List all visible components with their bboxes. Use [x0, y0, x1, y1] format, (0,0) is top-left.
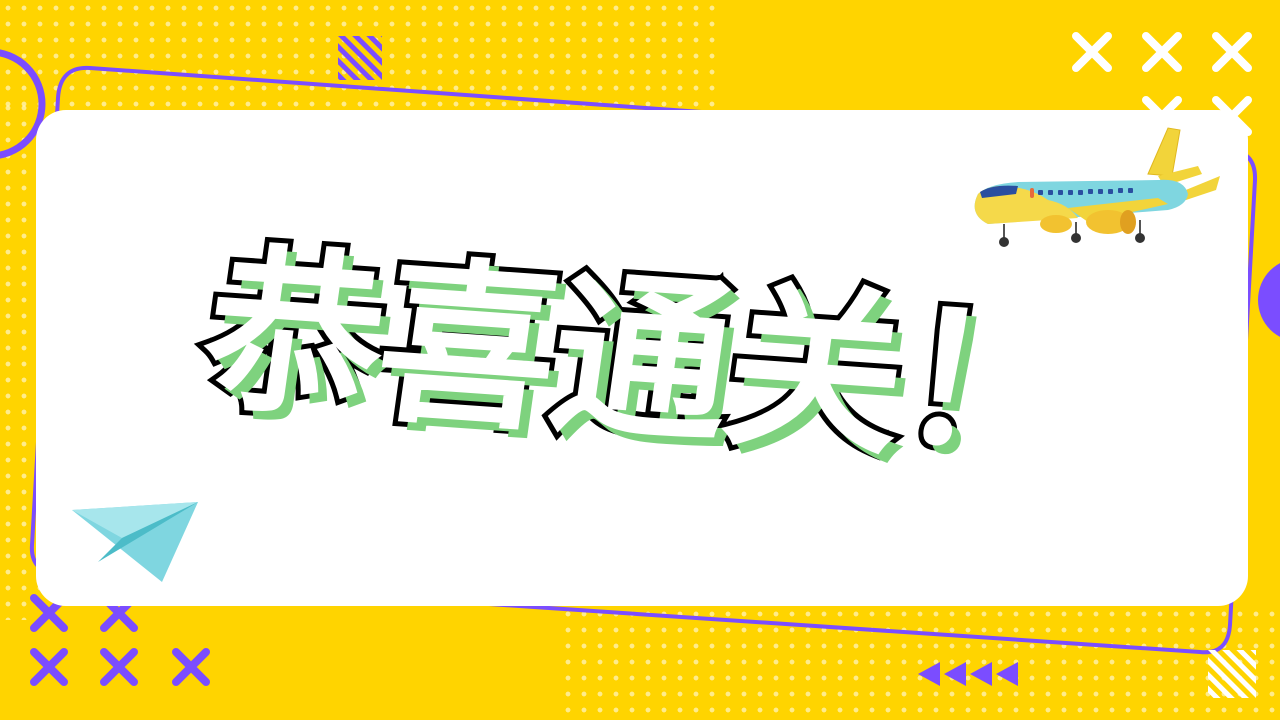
purple-half-circle-decoration [1258, 263, 1280, 337]
purple-x-marks [30, 594, 210, 686]
purple-ring-decoration [0, 49, 46, 159]
striped-square-decoration [338, 36, 382, 80]
paper-plane-icon [72, 502, 198, 582]
left-arrows-icon [918, 662, 1018, 686]
headline-text: 恭喜通关！ [187, 221, 1094, 497]
white-striped-square-decoration [1208, 650, 1256, 698]
headline-container: 恭喜通关！ [140, 210, 1140, 510]
airplane-icon [974, 127, 1220, 247]
